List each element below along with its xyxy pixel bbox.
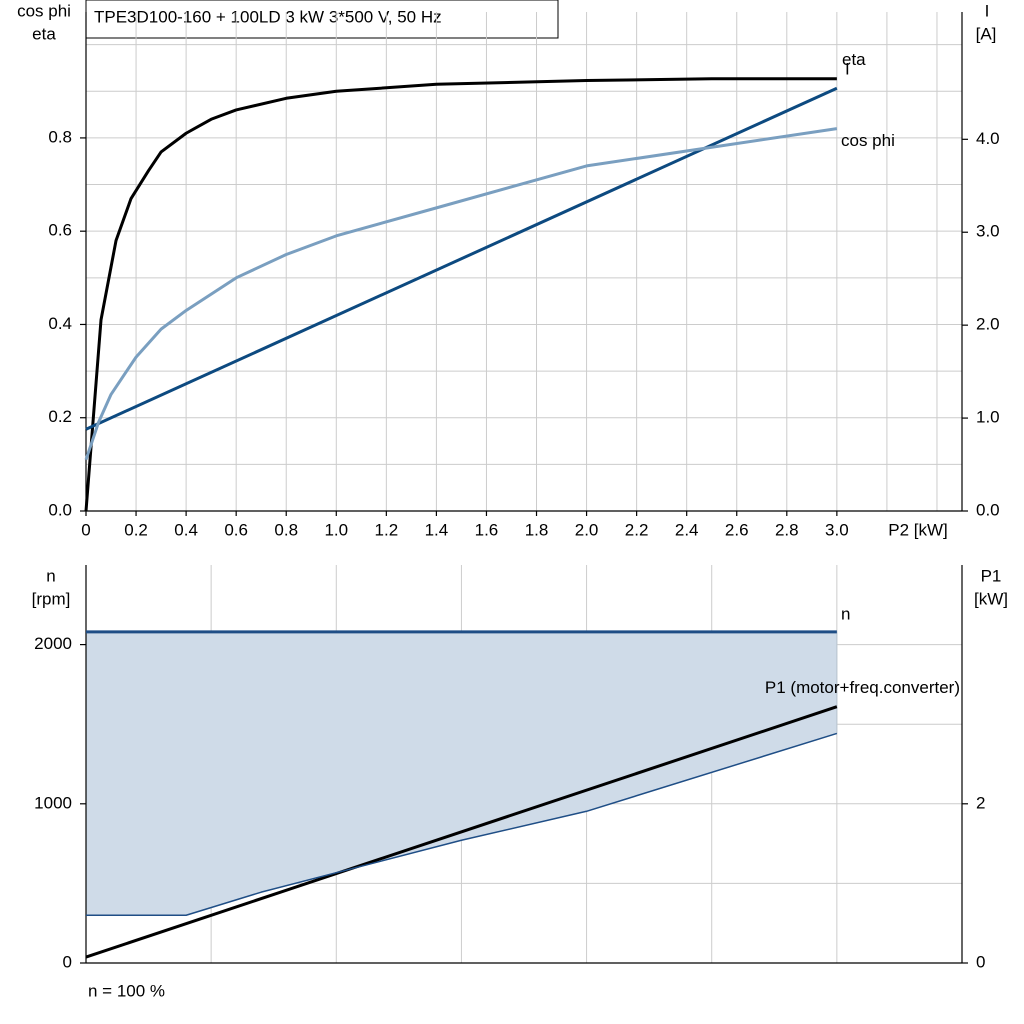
y-tick-label: 0.2 [48,407,72,426]
x-tick-label: 1.0 [324,520,348,539]
x-tick-label: 0.4 [174,520,198,539]
y-tick-label: 0.0 [48,500,72,519]
y2-tick-label: 2 [976,793,985,812]
y2-label: [kW] [974,589,1008,608]
series-label: P1 (motor+freq.converter) [765,678,960,697]
series-label: cos phi [841,131,895,150]
series-label: eta [842,50,866,69]
x-tick-label: 1.4 [425,520,449,539]
x-tick-label: 2.8 [775,520,799,539]
y-tick-label: 0.6 [48,221,72,240]
y-tick-label: 0.4 [48,314,72,333]
series-line [84,127,838,461]
note: n = 100 % [88,981,165,1000]
chart-title: TPE3D100-160 + 100LD 3 kW 3*500 V, 50 Hz [94,7,442,26]
y2-tick-label: 0.0 [976,500,1000,519]
y-label: cos phi [17,1,71,20]
y2-tick-label: 0 [976,952,985,971]
y2-tick-label: 4.0 [976,129,1000,148]
y-tick-label: 1000 [34,793,72,812]
y-label: eta [32,24,56,43]
series-line [85,705,838,959]
x-label: P2 [kW] [888,520,948,539]
y2-label: P1 [981,566,1002,585]
y2-label: I [985,1,990,20]
x-tick-label: 1.8 [525,520,549,539]
x-tick-label: 2.0 [575,520,599,539]
series-label: n [841,604,850,623]
y2-tick-label: 1.0 [976,408,1000,427]
y-tick-label: 2000 [34,634,72,653]
title-box [85,0,559,39]
y-label: n [46,566,55,585]
series-line [86,732,838,916]
x-tick-label: 0.2 [124,520,148,539]
y2-label: [A] [976,24,997,43]
y-tick-label: 0.8 [48,127,72,146]
x-tick-label: 3.0 [825,520,849,539]
x-tick-label: 1.2 [375,520,399,539]
x-tick-label: 0 [81,520,90,539]
series-label: I [845,60,850,79]
y-label: [rpm] [32,589,71,608]
x-tick-label: 1.6 [475,520,499,539]
series-line [85,86,838,431]
x-tick-label: 0.8 [274,520,298,539]
x-tick-label: 2.6 [725,520,749,539]
y2-tick-label: 3.0 [976,222,1000,241]
y-tick-label: 0 [63,952,72,971]
x-tick-label: 0.6 [224,520,248,539]
series-line [84,77,837,512]
y2-tick-label: 2.0 [976,315,1000,334]
x-tick-label: 2.4 [675,520,699,539]
x-tick-label: 2.2 [625,520,649,539]
